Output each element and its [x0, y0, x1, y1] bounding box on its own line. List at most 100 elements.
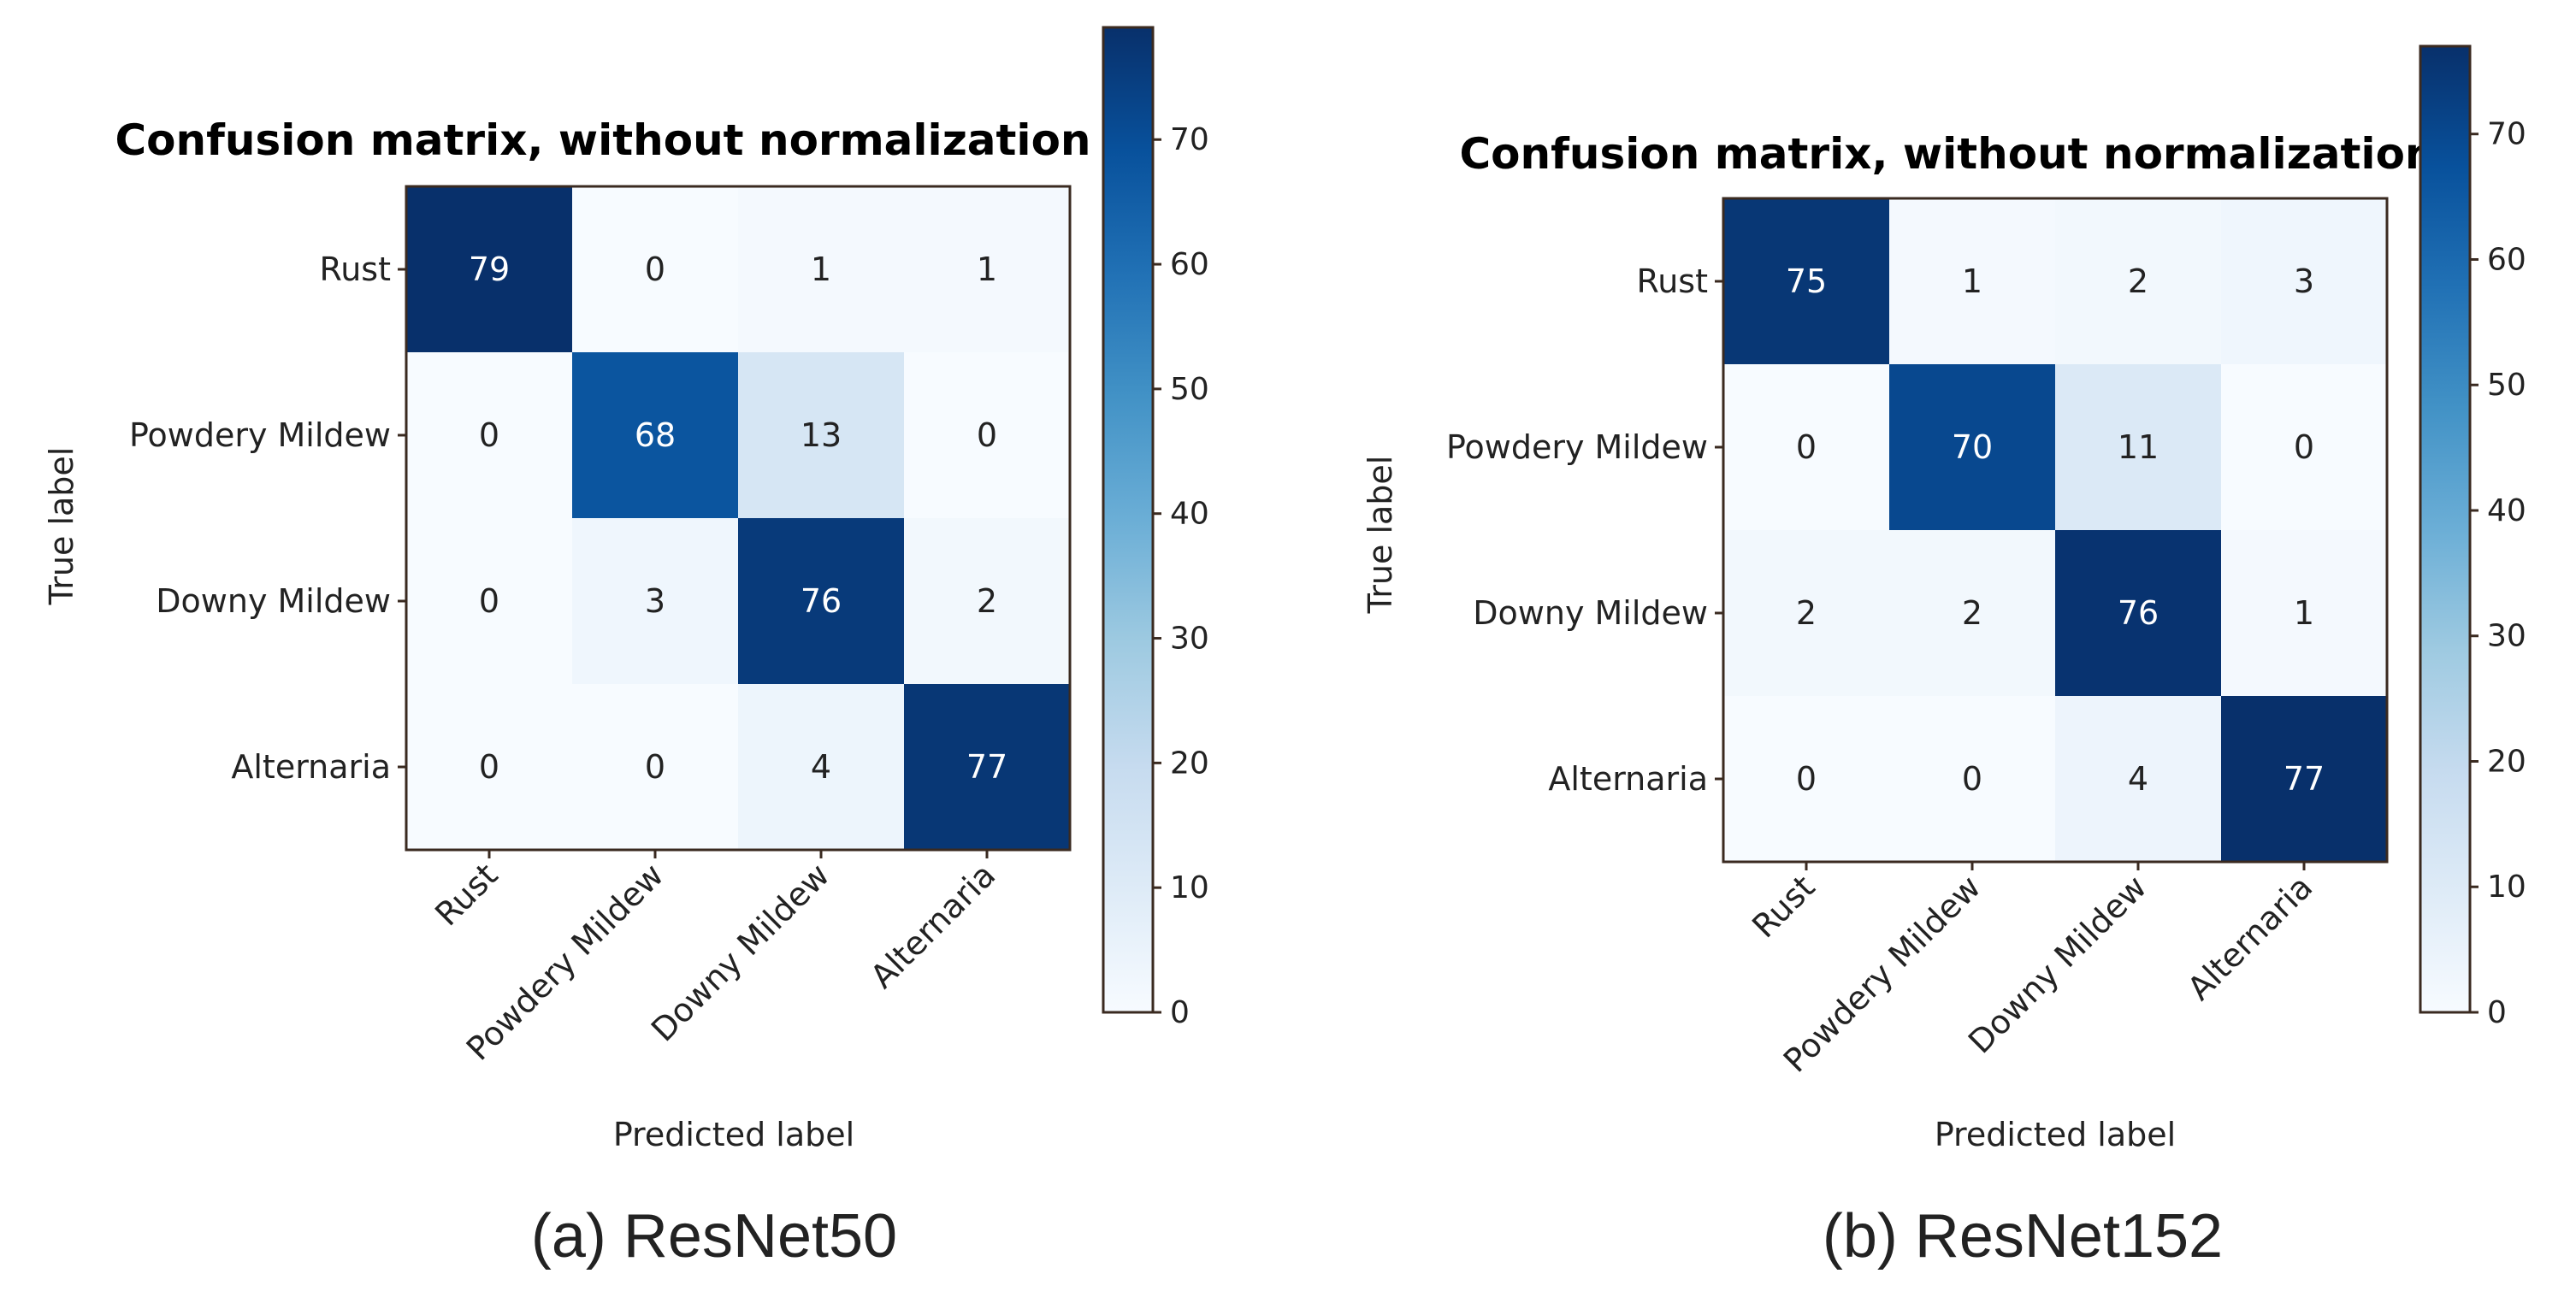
- matrix-cell: [572, 684, 739, 851]
- cell-value: 0: [977, 416, 997, 454]
- panel-b-ylabel: True label: [1362, 456, 1399, 615]
- matrix-cell: [1723, 530, 1890, 697]
- y-tick-label: Powdery Mildew: [1446, 428, 1708, 466]
- matrix-cell: [904, 352, 1071, 519]
- cell-value: 0: [2294, 428, 2314, 466]
- colorbar-tick-label: 10: [1170, 870, 1209, 905]
- cell-value: 79: [469, 251, 510, 288]
- matrix-cell: [572, 518, 739, 685]
- colorbar-tick-label: 50: [2487, 368, 2526, 403]
- cell-value: 77: [2284, 760, 2325, 798]
- matrix-cell: [904, 186, 1071, 353]
- cell-value: 13: [801, 416, 842, 454]
- cell-value: 0: [645, 748, 665, 786]
- matrix-cell: [1889, 530, 2056, 697]
- panel-a-xlabel: Predicted label: [613, 1116, 854, 1153]
- y-tick-label: Downy Mildew: [1473, 594, 1708, 632]
- matrix-cell: [2055, 696, 2222, 863]
- panel-a-title: Confusion matrix, without normalization: [115, 115, 1090, 165]
- matrix-cell: [2221, 530, 2388, 697]
- cell-value: 2: [977, 582, 997, 620]
- panel-b-caption: (b) ResNet152: [1823, 1202, 2223, 1271]
- matrix-cell: [572, 352, 739, 519]
- cell-value: 0: [479, 416, 499, 454]
- matrix-cell: [2055, 364, 2222, 531]
- matrix-cell: [2221, 696, 2388, 863]
- matrix-cell: [904, 684, 1071, 851]
- cell-value: 0: [479, 582, 499, 620]
- colorbar-tick-label: 40: [2487, 493, 2526, 528]
- colorbar-tick-label: 20: [1170, 746, 1209, 781]
- cell-value: 68: [635, 416, 676, 454]
- cell-value: 2: [1962, 594, 1982, 632]
- cell-value: 1: [1962, 262, 1982, 300]
- panel-b-matrix: 75 1 2 3 0 70 11 0 2 2 76 1 0 0 4 77 Rust Powdery Mildew D…: [1446, 197, 2389, 1080]
- matrix-cell: [1889, 198, 2056, 365]
- cell-value: 3: [2294, 262, 2314, 300]
- matrix-cell: [738, 684, 905, 851]
- x-tick-label: Alternaria: [863, 856, 1002, 995]
- colorbar-tick-label: 70: [2487, 117, 2526, 152]
- matrix-cell: [904, 518, 1071, 685]
- cell-value: 77: [966, 748, 1007, 786]
- y-tick-label: Rust: [320, 251, 391, 288]
- cell-value: 0: [1796, 428, 1817, 466]
- matrix-cell: [2055, 198, 2222, 365]
- matrix-cell: [1723, 696, 1890, 863]
- cell-value: 11: [2118, 428, 2159, 466]
- matrix-cell: [1889, 364, 2056, 531]
- matrix-cell: [738, 186, 905, 353]
- x-tick-label: Downy Mildew: [644, 856, 836, 1048]
- panel-b-xlabel: Predicted label: [1935, 1116, 2176, 1153]
- panel-a-caption: (a) ResNet50: [531, 1202, 897, 1271]
- colorbar-tick-label: 10: [2487, 870, 2526, 905]
- panel-b-title: Confusion matrix, without normalization: [1459, 129, 2435, 179]
- confusion-matrix-panel-b: Confusion matrix, without normalization …: [1362, 44, 2526, 1271]
- colorbar-tick-label: 20: [2487, 744, 2526, 779]
- panel-b-colorbar: 0 10 20 30 40 50 60 70: [2419, 44, 2526, 1030]
- matrix-cell: [1723, 364, 1890, 531]
- confusion-matrix-panel-a: Confusion matrix, without normalization …: [43, 26, 1209, 1271]
- y-tick-label: Powdery Mildew: [129, 416, 391, 454]
- colorbar-tick-label: 0: [2487, 995, 2507, 1030]
- x-tick-label: Rust: [1745, 868, 1822, 945]
- x-tick-label: Alternaria: [2180, 868, 2319, 1007]
- cell-value: 0: [479, 748, 499, 786]
- colorbar-gradient: [2419, 44, 2472, 1014]
- matrix-cell: [2221, 364, 2388, 531]
- cell-value: 3: [645, 582, 665, 620]
- colorbar-tick-label: 30: [1170, 622, 1209, 657]
- y-tick-label: Alternaria: [1548, 760, 1708, 798]
- cell-value: 75: [1786, 262, 1827, 300]
- cell-value: 0: [645, 251, 665, 288]
- cell-value: 76: [801, 582, 842, 620]
- matrix-cell: [738, 352, 905, 519]
- matrix-cell: [406, 684, 573, 851]
- colorbar-tick-label: 0: [1170, 995, 1190, 1030]
- matrix-cell: [738, 518, 905, 685]
- panel-a-ylabel: True label: [43, 447, 80, 606]
- x-tick-label: Downy Mildew: [1961, 868, 2154, 1060]
- matrix-frame: [405, 185, 1072, 852]
- colorbar-tick-label: 50: [1170, 372, 1209, 407]
- cell-value: 2: [2128, 262, 2148, 300]
- matrix-cell: [406, 518, 573, 685]
- matrix-cell: [1889, 696, 2056, 863]
- x-tick-label: Rust: [428, 856, 505, 933]
- cell-value: 70: [1952, 428, 1993, 466]
- matrix-cell: [1723, 198, 1890, 365]
- cell-value: 4: [811, 748, 831, 786]
- y-tick-label: Alternaria: [231, 748, 391, 786]
- colorbar-tick-label: 60: [2487, 242, 2526, 277]
- matrix-cell: [2221, 198, 2388, 365]
- cell-value: 1: [2294, 594, 2314, 632]
- panel-a-matrix: 79 0 1 1 0 68 13 0 0 3 76 2 0 0 4 77 Rust Powdery Mildew D…: [129, 185, 1072, 1068]
- cell-value: 4: [2128, 760, 2148, 798]
- matrix-cell: [572, 186, 739, 353]
- colorbar-tick-label: 70: [1170, 122, 1209, 157]
- colorbar-tick-label: 30: [2487, 619, 2526, 654]
- cell-value: 76: [2118, 594, 2159, 632]
- cell-value: 1: [811, 251, 831, 288]
- cell-value: 0: [1962, 760, 1982, 798]
